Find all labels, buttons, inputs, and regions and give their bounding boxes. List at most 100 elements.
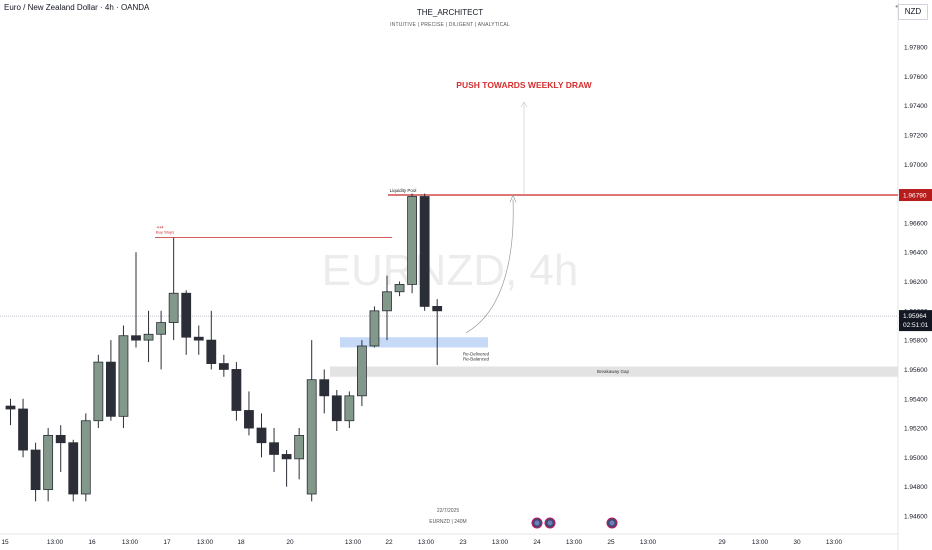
- x-tick-label: 13:00: [492, 539, 509, 546]
- candle: [143, 310, 154, 363]
- symbol-title[interactable]: Euro / New Zealand Dollar · 4h · OANDA: [4, 3, 150, 12]
- y-tick-label: 1.97400: [904, 103, 928, 110]
- price-label-bg: [899, 189, 932, 202]
- rebalanced-zone: [340, 337, 488, 348]
- x-tick-label: 13:00: [345, 539, 362, 546]
- y-tick-label: 1.95200: [904, 426, 928, 433]
- candle: [93, 354, 104, 429]
- y-tick-label: 1.97000: [904, 162, 928, 169]
- x-tick-label: 13:00: [752, 539, 769, 546]
- x-tick-label: 30: [793, 539, 801, 546]
- candle-body: [382, 291, 392, 312]
- candle-body: [68, 442, 79, 495]
- candle-body: [43, 434, 54, 491]
- x-tick-label: 13:00: [640, 539, 657, 546]
- candle: [231, 362, 242, 421]
- currency-selector[interactable]: NZD: [898, 4, 928, 20]
- x-tick-label: 13:00: [122, 539, 139, 546]
- candle-body: [294, 434, 305, 460]
- y-tick-label: 1.97600: [904, 74, 928, 81]
- y-tick-label: 1.94800: [904, 484, 928, 491]
- x-tick-label: 25: [607, 539, 615, 546]
- candle-body: [206, 339, 217, 364]
- candle: [269, 428, 279, 473]
- candle-body: [432, 306, 443, 312]
- arrow-up-icon: [520, 101, 528, 108]
- candle-body: [269, 442, 279, 455]
- x-tick-label: 16: [88, 539, 96, 546]
- candle-body: [18, 408, 28, 451]
- candle: [419, 193, 430, 311]
- current-price-bg: [899, 310, 932, 332]
- footer-symbol: EURNZD | 240M: [429, 519, 466, 525]
- candle-body: [181, 292, 192, 338]
- candle: [30, 442, 41, 502]
- candle: [118, 325, 129, 429]
- arrow-head-icon: [509, 194, 517, 203]
- candle: [206, 310, 217, 370]
- candle: [80, 413, 91, 502]
- y-tick-label: 1.95000: [904, 455, 928, 462]
- candle-body: [193, 336, 204, 341]
- candle-body: [131, 335, 141, 341]
- x-tick-label: 13:00: [197, 539, 214, 546]
- candle: [281, 450, 292, 487]
- level-label: Liquidity Pool: [390, 188, 417, 193]
- y-tick-label: 1.97800: [904, 45, 928, 52]
- y-tick-label: 1.94600: [904, 514, 928, 521]
- candle-body: [156, 322, 167, 335]
- candle-body: [93, 361, 104, 422]
- y-tick-label: 1.95600: [904, 367, 928, 374]
- candle: [18, 398, 28, 458]
- chart-watermark: EURNZD, 4h: [322, 246, 579, 295]
- candle-body: [143, 333, 154, 341]
- candle-body: [55, 434, 66, 444]
- candle: [43, 428, 54, 502]
- current-price-label: 1.95964: [903, 313, 927, 320]
- author-name: THE_ARCHITECT: [416, 8, 484, 17]
- candle: [382, 275, 392, 341]
- x-tick-label: 20: [286, 539, 294, 546]
- zone-sublabel: Re-Balanced: [463, 356, 490, 361]
- candle: [193, 325, 204, 355]
- flag-icon: [609, 520, 615, 526]
- candle: [256, 413, 267, 458]
- candle: [369, 306, 380, 348]
- candle: [294, 428, 305, 480]
- x-tick-label: 22: [385, 539, 393, 546]
- candle-body: [407, 196, 418, 285]
- x-tick-label: 13:00: [566, 539, 583, 546]
- candle: [356, 340, 367, 407]
- x-tick-label: 24: [533, 539, 541, 546]
- candle: [407, 193, 418, 294]
- candle-body: [118, 335, 129, 417]
- x-tick-label: 13:00: [418, 539, 435, 546]
- candle-body: [356, 345, 367, 397]
- y-tick-label: 1.96200: [904, 279, 928, 286]
- y-tick-label: 1.96600: [904, 220, 928, 227]
- projection-curve: [465, 199, 514, 334]
- x-tick-label: 17: [163, 539, 171, 546]
- x-tick-label: 15: [1, 539, 9, 546]
- x-tick-label: 23: [459, 539, 467, 546]
- annotation-text: PUSH TOWARDS WEEKLY DRAW: [456, 80, 592, 90]
- candle: [156, 310, 167, 370]
- x-tick-label: 29: [718, 539, 726, 546]
- candle-body: [256, 427, 267, 444]
- candle: [68, 439, 79, 502]
- candle: [306, 340, 317, 502]
- candle-body: [394, 284, 405, 293]
- countdown-label: 02:51:01: [903, 322, 929, 329]
- candle-body: [344, 395, 355, 422]
- level-sublabel: +H4: [156, 225, 164, 230]
- candle-body: [419, 196, 430, 307]
- candle-body: [281, 454, 292, 460]
- zone-label: Re-Delivered: [463, 351, 490, 356]
- more-dots-icon[interactable]: •: [895, 2, 898, 11]
- level-label: Buy Stops: [156, 230, 174, 235]
- candle-body: [306, 379, 317, 495]
- candle-body: [244, 410, 254, 429]
- candle-body: [106, 361, 116, 417]
- candle-body: [5, 405, 16, 410]
